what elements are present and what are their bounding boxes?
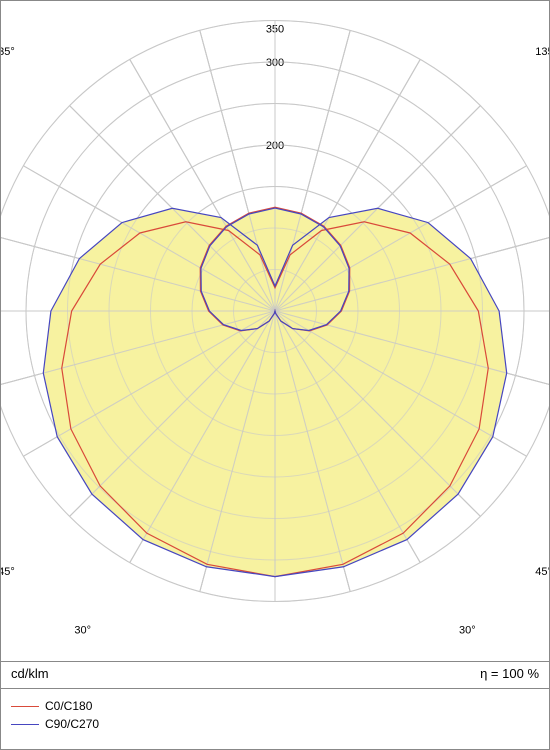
- legend-label: C0/C180: [45, 699, 92, 713]
- legend: C0/C180 C90/C270: [1, 689, 549, 741]
- units-row: cd/klm η = 100 %: [1, 662, 549, 689]
- legend-item: C90/C270: [11, 715, 539, 733]
- legend-label: C90/C270: [45, 717, 99, 731]
- polar-chart-svg: 1002003003500°15°15°30°30°45°45°60°60°75…: [1, 1, 549, 661]
- legend-swatch: [11, 724, 39, 725]
- units-label: cd/klm: [11, 666, 49, 686]
- svg-text:45°: 45°: [1, 566, 15, 578]
- svg-text:135°: 135°: [535, 46, 549, 58]
- svg-text:30°: 30°: [74, 625, 91, 637]
- efficiency-label: η = 100 %: [480, 666, 539, 686]
- svg-text:30°: 30°: [459, 625, 476, 637]
- chart-footer: cd/klm η = 100 % C0/C180 C90/C270: [1, 662, 549, 750]
- legend-swatch: [11, 706, 39, 707]
- svg-text:135°: 135°: [1, 46, 15, 58]
- svg-text:45°: 45°: [535, 566, 549, 578]
- chart-plot-area: 1002003003500°15°15°30°30°45°45°60°60°75…: [1, 1, 549, 662]
- polar-chart-container: 1002003003500°15°15°30°30°45°45°60°60°75…: [0, 0, 550, 750]
- legend-item: C0/C180: [11, 697, 539, 715]
